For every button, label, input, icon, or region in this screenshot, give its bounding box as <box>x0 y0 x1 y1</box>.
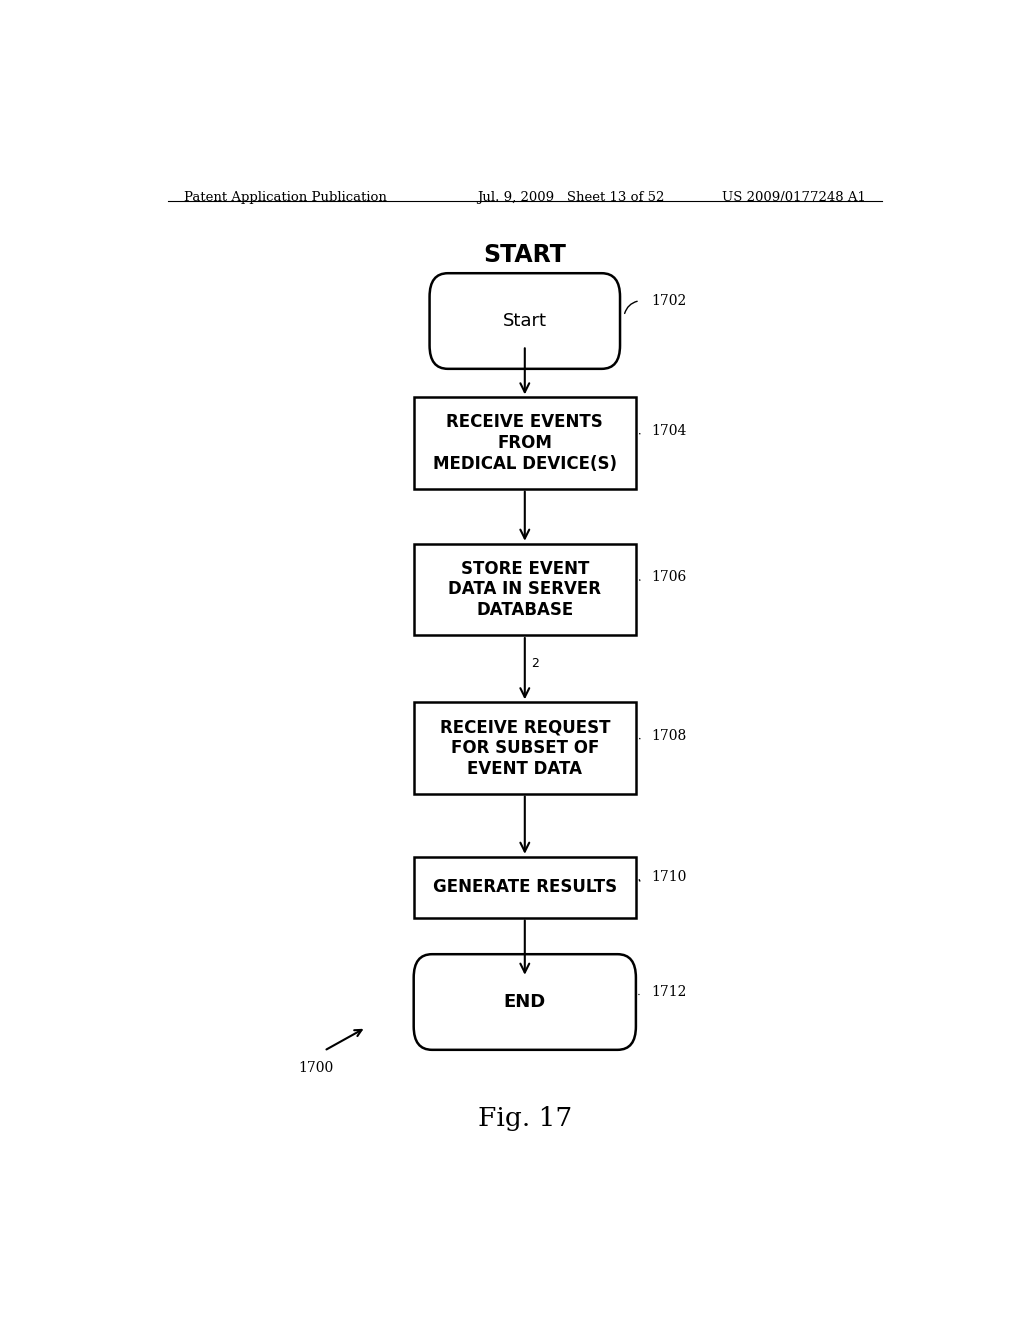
Text: 1710: 1710 <box>652 870 687 884</box>
Text: START: START <box>483 243 566 267</box>
Text: Start: Start <box>503 312 547 330</box>
Text: RECEIVE REQUEST
FOR SUBSET OF
EVENT DATA: RECEIVE REQUEST FOR SUBSET OF EVENT DATA <box>439 718 610 777</box>
Text: 1706: 1706 <box>652 570 687 585</box>
Text: 1700: 1700 <box>299 1061 334 1074</box>
Text: 1702: 1702 <box>652 293 687 308</box>
Text: END: END <box>504 993 546 1011</box>
Text: US 2009/0177248 A1: US 2009/0177248 A1 <box>722 191 866 203</box>
FancyBboxPatch shape <box>414 954 636 1049</box>
Text: 1704: 1704 <box>652 424 687 438</box>
Text: Patent Application Publication: Patent Application Publication <box>183 191 386 203</box>
Bar <box>414 397 636 488</box>
FancyBboxPatch shape <box>430 273 620 368</box>
Text: Fig. 17: Fig. 17 <box>477 1106 572 1131</box>
Text: 1712: 1712 <box>652 985 687 999</box>
Text: 1708: 1708 <box>652 729 687 743</box>
Bar <box>414 702 636 793</box>
Text: 2: 2 <box>531 657 539 671</box>
Text: RECEIVE EVENTS
FROM
MEDICAL DEVICE(S): RECEIVE EVENTS FROM MEDICAL DEVICE(S) <box>433 413 616 473</box>
Bar <box>414 857 636 917</box>
Text: GENERATE RESULTS: GENERATE RESULTS <box>433 878 616 896</box>
Bar <box>414 544 636 635</box>
Text: Jul. 9, 2009   Sheet 13 of 52: Jul. 9, 2009 Sheet 13 of 52 <box>477 191 665 203</box>
Text: STORE EVENT
DATA IN SERVER
DATABASE: STORE EVENT DATA IN SERVER DATABASE <box>449 560 601 619</box>
